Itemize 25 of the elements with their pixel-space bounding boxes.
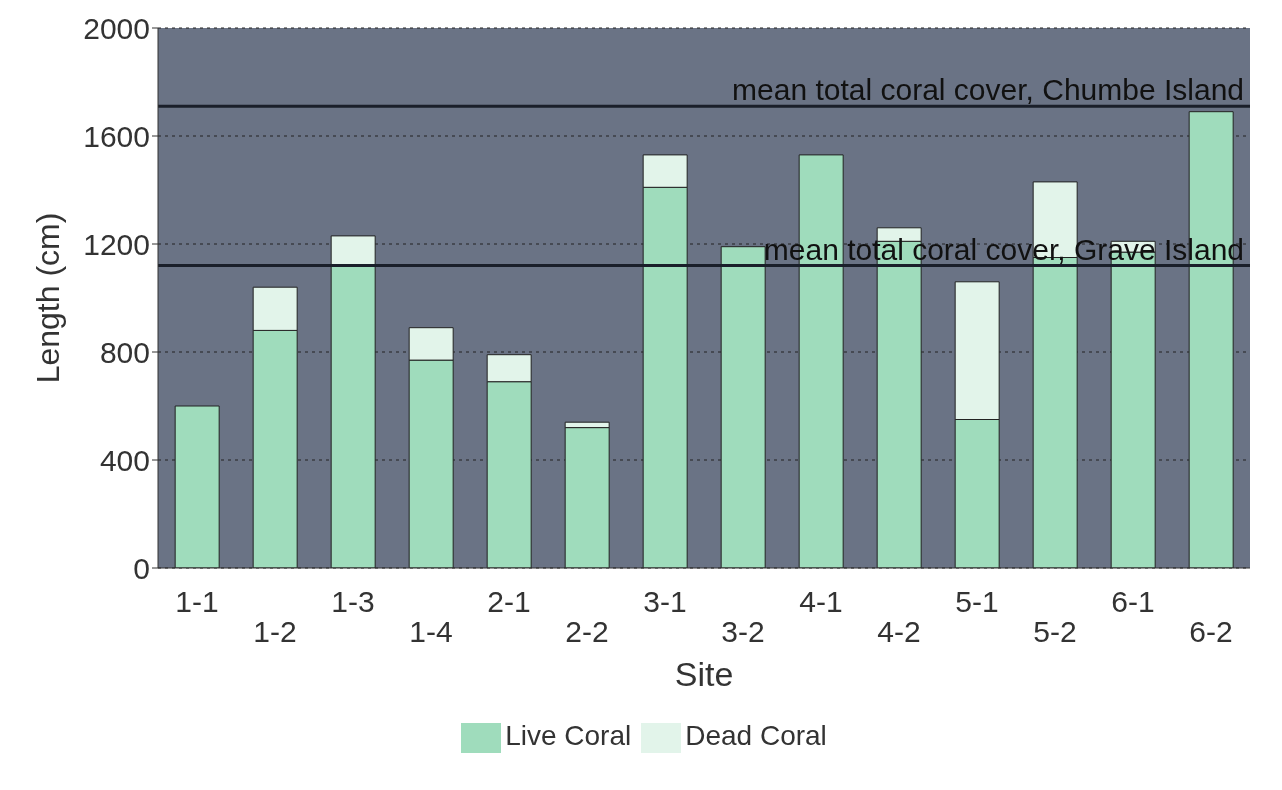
y-tick-label: 400 [99,443,150,477]
x-tick-label: 6-1 [1111,584,1155,618]
y-tick-label: 1200 [83,227,150,261]
x-tick-label: 2-2 [565,614,609,648]
x-tick-label: 1-3 [331,584,375,618]
x-tick-label: 3-2 [721,614,765,648]
x-tick-label: 5-2 [1033,614,1077,648]
x-tick-label: 4-2 [877,614,921,648]
x-tick-label: 1-1 [175,584,219,618]
x-tick-label: 3-1 [643,584,687,618]
x-tick-label: 5-1 [955,584,999,618]
x-tick-label: 1-4 [409,614,453,648]
x-tick-label: 6-2 [1189,614,1233,648]
y-tick-label: 1600 [83,119,150,153]
x-tick-label: 4-1 [799,584,843,618]
y-tick-label: 2000 [83,11,150,45]
y-axis-title: Length (cm) [30,212,67,384]
legend-label: Dead Coral [685,720,827,752]
x-tick-label: 2-1 [487,584,531,618]
x-tick-label: 1-2 [253,614,297,648]
legend-label: Live Coral [505,720,632,752]
ref-line-label: mean total coral cover, Chumbe Island [732,73,1244,107]
x-axis-title: Site [674,655,734,693]
y-tick-label: 0 [133,551,150,585]
y-tick-label: 800 [99,335,150,369]
